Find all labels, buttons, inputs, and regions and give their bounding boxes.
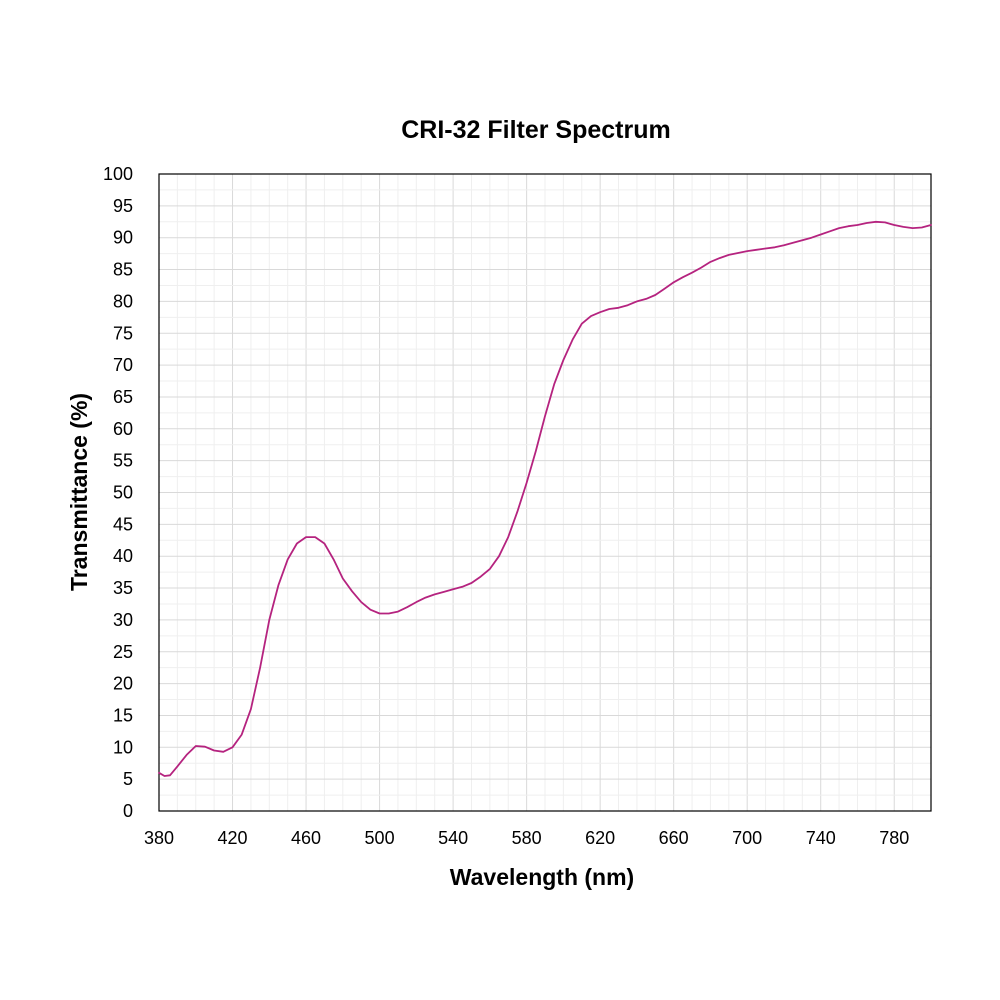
y-tick-label: 85 — [113, 260, 133, 280]
x-tick-label: 700 — [732, 828, 762, 848]
x-tick-label: 460 — [291, 828, 321, 848]
x-tick-label: 740 — [806, 828, 836, 848]
x-tick-label: 420 — [218, 828, 248, 848]
y-tick-label: 45 — [113, 514, 133, 534]
y-tick-label: 25 — [113, 642, 133, 662]
plot-grid — [159, 174, 931, 811]
x-tick-label: 540 — [438, 828, 468, 848]
x-tick-label: 500 — [365, 828, 395, 848]
y-tick-label: 30 — [113, 610, 133, 630]
series-layer — [158, 220, 932, 777]
y-tick-label: 95 — [113, 196, 133, 216]
y-tick-label: 20 — [113, 674, 133, 694]
y-tick-label: 70 — [113, 355, 133, 375]
y-tick-label: 5 — [123, 769, 133, 789]
x-tick-label: 380 — [144, 828, 174, 848]
y-tick-label: 65 — [113, 387, 133, 407]
y-tick-label: 100 — [103, 164, 133, 184]
y-axis-label: Transmittance (%) — [66, 393, 92, 591]
x-tick-label: 580 — [512, 828, 542, 848]
series-line — [158, 220, 932, 777]
y-tick-label: 75 — [113, 323, 133, 343]
y-tick-label: 50 — [113, 483, 133, 503]
y-tick-label: 10 — [113, 737, 133, 757]
chart-title: CRI-32 Filter Spectrum — [401, 116, 671, 144]
x-axis-label: Wavelength (nm) — [450, 864, 634, 890]
y-tick-label: 60 — [113, 419, 133, 439]
x-tick-label: 780 — [879, 828, 909, 848]
x-tick-labels: 380 420 460 500 540 580 620 660 700 740 780 — [144, 828, 909, 848]
y-tick-label: 90 — [113, 228, 133, 248]
y-tick-labels: 0 5 10 15 20 25 30 35 40 45 50 55 60 65 70 75 80 85 90 95 10… — [103, 164, 133, 821]
y-tick-label: 0 — [123, 801, 133, 821]
x-tick-label: 620 — [585, 828, 615, 848]
y-tick-label: 40 — [113, 546, 133, 566]
x-tick-label: 660 — [659, 828, 689, 848]
plot-frame — [158, 173, 932, 812]
y-tick-label: 15 — [113, 705, 133, 725]
y-tick-label: 55 — [113, 451, 133, 471]
y-tick-label: 80 — [113, 291, 133, 311]
y-tick-label: 35 — [113, 578, 133, 598]
